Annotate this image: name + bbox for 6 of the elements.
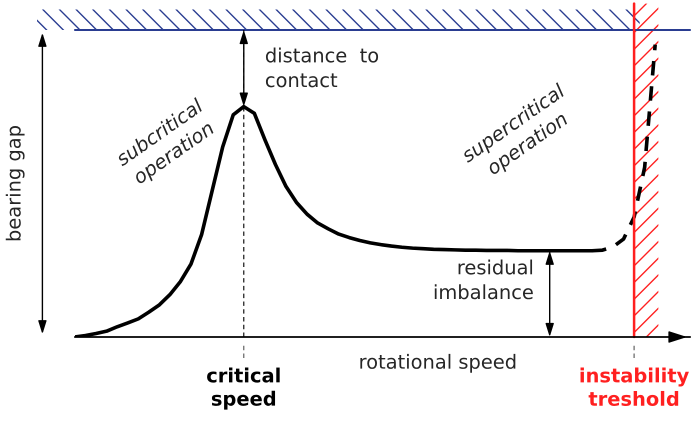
x-tick-label: critical speed <box>207 368 280 410</box>
annotation: distance to contact <box>266 48 378 88</box>
y-axis-title: bearing gap <box>6 126 25 240</box>
x-axis-title: rotational speed <box>360 354 516 373</box>
x-tick-label: instability treshold <box>580 368 689 406</box>
annotation: residual imbalance <box>434 260 533 300</box>
